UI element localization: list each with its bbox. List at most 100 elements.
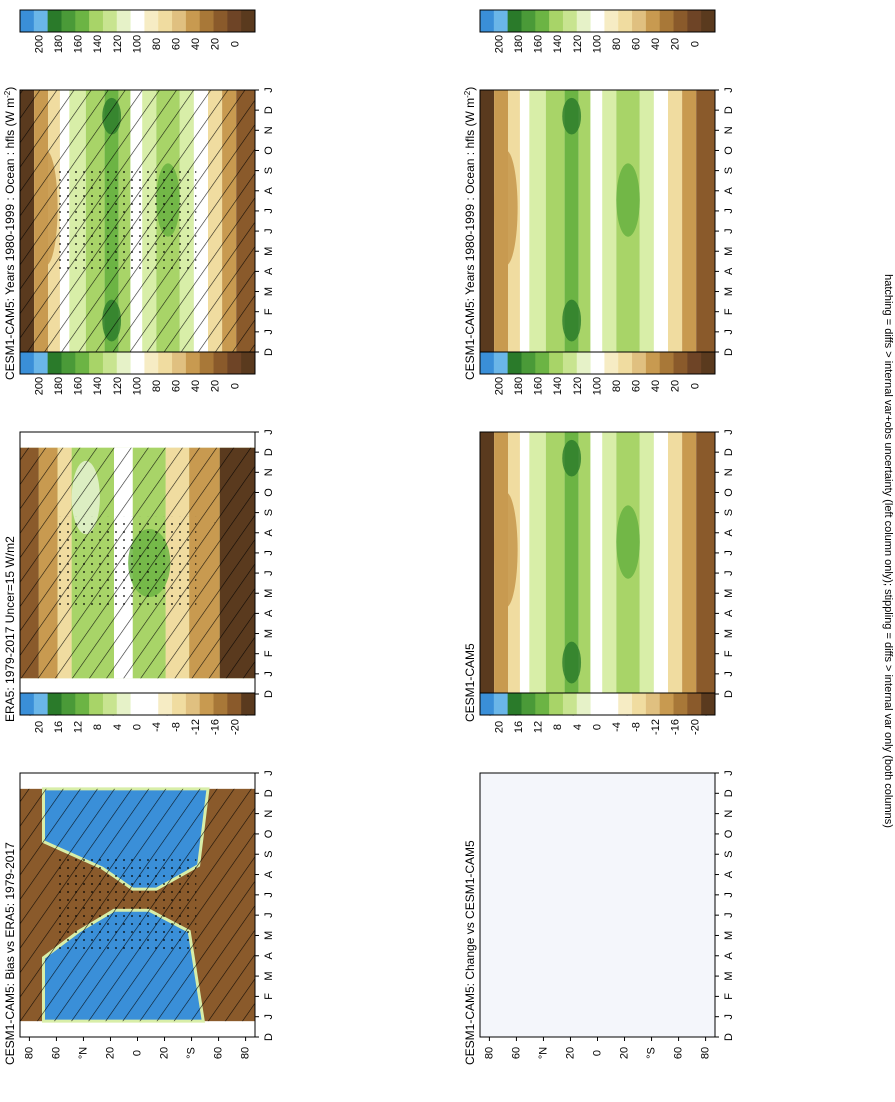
colorbar-tick-label: 120 — [572, 35, 584, 53]
panel-title-p3: ERA5: 1979-2017 Uncer=15 W/m2 — [3, 536, 17, 722]
month-tick-label: A — [723, 609, 735, 617]
colorbar-swatch — [480, 352, 495, 374]
colorbar-swatch — [213, 352, 228, 374]
panel-title-p1: CESM1-CAM5: Years 1980-1999 : Ocean : hf… — [3, 87, 18, 380]
colorbar-tick-label: 180 — [53, 377, 65, 395]
colorbar-swatch — [20, 352, 35, 374]
colorbar-swatch — [562, 693, 578, 715]
month-tick-label: M — [263, 287, 275, 296]
month-tick-label: J — [723, 329, 735, 335]
month-tick-label: S — [263, 509, 275, 516]
lat-tick-label: 80 — [23, 1047, 35, 1059]
colorbar-swatch — [61, 693, 76, 715]
colorbar-p2: 200 180 160 140 120 100 80 60 40 20 0 — [479, 9, 716, 53]
month-tick-label: M — [263, 931, 275, 940]
month-tick-label: J — [723, 912, 735, 918]
colorbar-swatch — [659, 693, 675, 715]
colorbar-swatch — [659, 352, 675, 374]
month-tick-label: A — [723, 951, 735, 959]
colorbar-swatch — [493, 693, 509, 715]
heatmap-p4 — [480, 432, 715, 694]
colorbar-swatch — [61, 352, 76, 374]
colorbar-tick-label: 100 — [131, 377, 143, 395]
month-tick-label: J — [263, 228, 275, 234]
lat-tick-label: 60 — [50, 1047, 62, 1059]
lat-tick-label: 80 — [700, 1047, 712, 1059]
colorbar-swatch — [632, 693, 647, 715]
colorbar-tick-label: 20 — [493, 721, 505, 733]
colorbar-tick-label: 200 — [33, 35, 45, 53]
colorbar-swatch — [75, 693, 90, 715]
month-tick-label: D — [723, 106, 735, 114]
colorbar-swatch — [493, 352, 509, 374]
colorbar-swatch — [213, 693, 228, 715]
lat-tick-label: 80 — [240, 1047, 252, 1059]
month-tick-label: D — [723, 1033, 735, 1041]
colorbar-swatch — [562, 352, 578, 374]
stippling-p3 — [55, 516, 197, 610]
colorbar-tick-label: 40 — [650, 38, 662, 50]
month-tick-label: O — [723, 488, 735, 497]
colorbar-tick-label: 180 — [513, 377, 525, 395]
month-tick-label: S — [723, 509, 735, 516]
colorbar-tick-label: 140 — [92, 377, 104, 395]
month-tick-label: S — [263, 851, 275, 858]
colorbar-swatch — [701, 352, 716, 374]
colorbar-swatch — [701, 693, 716, 715]
colorbar-swatch — [227, 352, 242, 374]
month-tick-label: J — [263, 892, 275, 898]
month-tick-label: F — [723, 650, 735, 657]
colorbar-swatch — [47, 352, 62, 374]
colorbar-swatch — [47, 10, 62, 32]
month-tick-label: D — [263, 690, 275, 698]
colorbar-swatch — [185, 693, 201, 715]
colorbar-tick-label: 160 — [533, 377, 545, 395]
colorbar-tick-label: 100 — [591, 377, 603, 395]
colorbar-swatch — [590, 352, 605, 374]
month-tick-label: J — [723, 429, 735, 435]
colorbar-tick-label: 200 — [33, 377, 45, 395]
month-tick-label: J — [263, 671, 275, 677]
colorbar-tick-label: 140 — [92, 35, 104, 53]
colorbar-swatch — [507, 10, 522, 32]
month-tick-label: M — [723, 629, 735, 638]
colorbar-tick-label: 40 — [190, 38, 202, 50]
colorbar-swatch — [507, 352, 522, 374]
lat-tick-label: 60 — [672, 1047, 684, 1059]
month-tick-label: J — [263, 208, 275, 214]
colorbar-p4: 200 180 160 140 120 100 80 60 40 20 0 — [479, 351, 716, 395]
colorbar-swatch — [102, 10, 118, 32]
month-tick-label: A — [263, 609, 275, 617]
month-tick-label: O — [263, 829, 275, 838]
month-tick-label: D — [263, 789, 275, 797]
colorbar-tick-label: 20 — [670, 380, 682, 392]
month-tick-label: M — [263, 247, 275, 256]
colorbar-swatch — [241, 352, 256, 374]
colorbar-swatch — [89, 10, 104, 32]
colorbar-tick-label: 20 — [33, 721, 45, 733]
month-tick-label: A — [723, 186, 735, 194]
month-tick-label: A — [263, 951, 275, 959]
month-tick-label: J — [723, 208, 735, 214]
month-tick-label: N — [723, 810, 735, 818]
colorbar-swatch — [158, 693, 173, 715]
colorbar-swatch — [562, 10, 578, 32]
colorbar-tick-label: 180 — [513, 35, 525, 53]
colorbar-swatch — [604, 352, 619, 374]
heatmap-p3 — [20, 447, 255, 679]
colorbar-tick-label: 60 — [171, 38, 183, 50]
colorbar-swatch — [493, 10, 509, 32]
month-tick-label: M — [723, 589, 735, 598]
colorbar-swatch — [172, 693, 187, 715]
colorbar-tick-label: 4 — [112, 724, 124, 730]
lat-tick-label: °S — [645, 1047, 657, 1059]
month-tick-label: D — [263, 1033, 275, 1041]
colorbar-swatch — [33, 10, 49, 32]
colorbar-swatch — [632, 10, 647, 32]
month-tick-label: S — [723, 851, 735, 858]
colorbar-tick-label: -8 — [171, 722, 183, 732]
colorbar-swatch — [185, 10, 201, 32]
lat-tick-label: 20 — [104, 1047, 116, 1059]
